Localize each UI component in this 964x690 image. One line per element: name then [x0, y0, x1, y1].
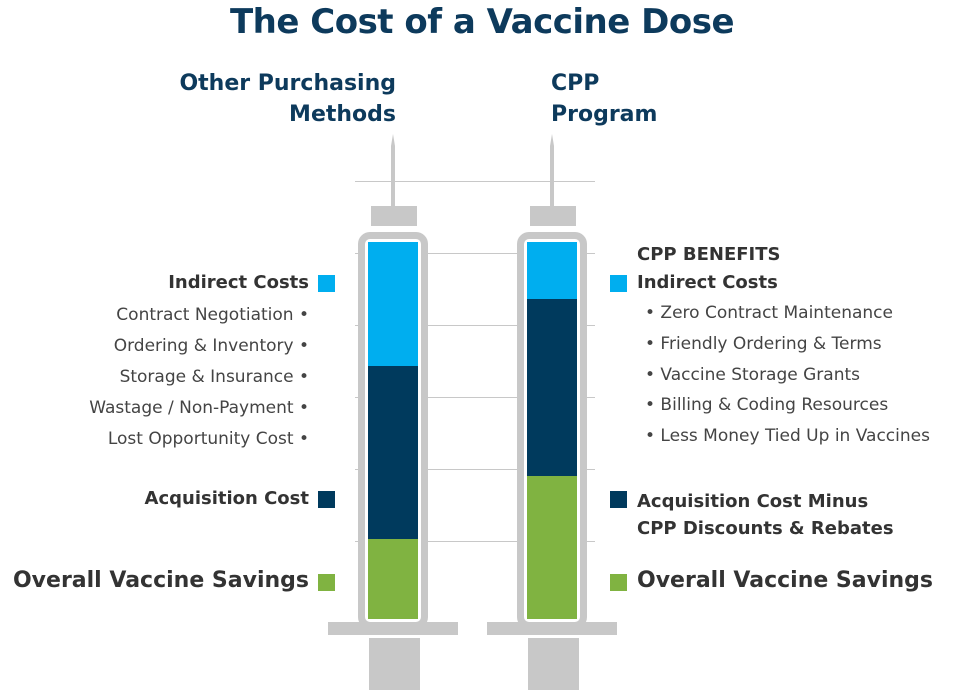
scale-line [355, 181, 595, 182]
right-savings-label: Overall Vaccine Savings [637, 568, 934, 593]
right-syringe-flange [487, 622, 617, 635]
left-fill [368, 242, 418, 619]
left-heading-line1: Other Purchasing [179, 71, 396, 96]
left-indirect-segment [368, 242, 418, 366]
left-indirect-item: Contract Negotiation • [116, 305, 309, 325]
right-needle [550, 134, 554, 206]
left-savings-segment [368, 539, 418, 619]
right-acquisition-label: Acquisition Cost Minus CPP Discounts & R… [637, 488, 894, 542]
right-acquisition-line1: Acquisition Cost Minus [637, 491, 869, 512]
right-indirect-swatch [610, 275, 627, 292]
left-indirect-item: Wastage / Non-Payment • [89, 398, 309, 418]
left-savings-label: Overall Vaccine Savings [12, 568, 309, 593]
left-acquisition-swatch [318, 491, 335, 508]
left-indirect-item: Storage & Insurance • [119, 367, 309, 387]
right-indirect-item: • Less Money Tied Up in Vaccines [645, 426, 930, 446]
left-indirect-item: Lost Opportunity Cost • [107, 429, 309, 449]
right-savings-segment [527, 476, 577, 619]
left-indirect-swatch [318, 275, 335, 292]
right-fill [527, 242, 577, 619]
left-syringe-flange [328, 622, 458, 635]
right-syringe-barrel [517, 232, 587, 629]
page-title: The Cost of a Vaccine Dose [229, 2, 735, 42]
left-syringe-barrel [358, 232, 428, 629]
right-acquisition-swatch [610, 491, 627, 508]
scale-line [355, 325, 595, 326]
left-heading-line2: Methods [289, 102, 396, 127]
left-indirect-item: Ordering & Inventory • [113, 336, 309, 356]
scale-line [355, 469, 595, 470]
right-plunger [528, 638, 579, 690]
left-acquisition-segment [368, 366, 418, 539]
left-indirect-label: Indirect Costs [168, 272, 309, 293]
left-acquisition-label: Acquisition Cost [144, 488, 309, 509]
right-heading-line2: Program [551, 102, 658, 127]
right-acquisition-line2: CPP Discounts & Rebates [637, 518, 894, 539]
cpp-benefits-heading: CPP BENEFITS [637, 244, 781, 265]
left-needle [391, 134, 395, 206]
left-plunger [369, 638, 420, 690]
right-column-heading: CPP Program [551, 68, 657, 130]
scale-line [355, 541, 595, 542]
left-savings-swatch [318, 574, 335, 591]
scale-line [355, 253, 595, 254]
right-indirect-item: • Friendly Ordering & Terms [645, 334, 882, 354]
right-indirect-item: • Zero Contract Maintenance [645, 303, 893, 323]
right-savings-swatch [610, 574, 627, 591]
scale-line [355, 397, 595, 398]
right-heading-line1: CPP [551, 71, 600, 96]
right-indirect-item: • Vaccine Storage Grants [645, 365, 861, 385]
right-syringe-hub [530, 206, 576, 226]
left-column-heading: Other Purchasing Methods [179, 68, 396, 130]
right-acquisition-segment [527, 299, 577, 476]
left-syringe-hub [371, 206, 417, 226]
right-indirect-label: Indirect Costs [637, 272, 778, 293]
right-indirect-item: • Billing & Coding Resources [645, 395, 889, 415]
right-indirect-segment [527, 242, 577, 299]
